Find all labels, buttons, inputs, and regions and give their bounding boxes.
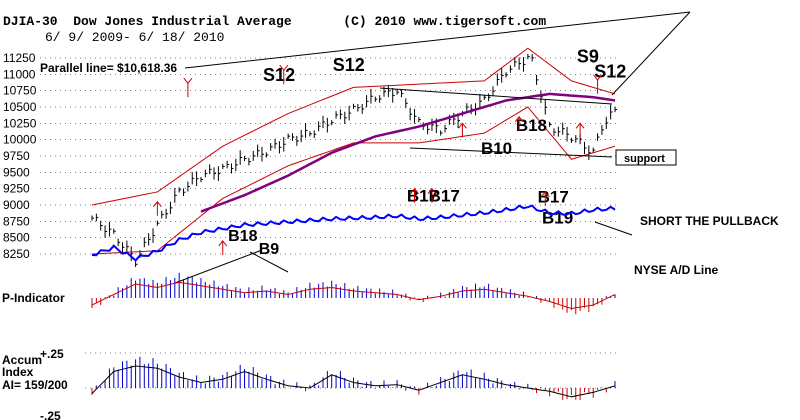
signal-label: S12	[333, 55, 365, 75]
parallel-line-label: Parallel line= $10,618.36	[40, 61, 177, 75]
lower-band-line	[91, 106, 616, 255]
accum-bottom-label: -.25	[40, 409, 61, 420]
ad-line	[91, 204, 616, 262]
signal-label: B17	[429, 187, 460, 206]
accum-top-label: +.25	[40, 347, 64, 361]
buy-arrow-head	[218, 240, 228, 247]
y-tick-label: 9500	[3, 165, 30, 179]
sell-arrow-head	[593, 74, 602, 81]
ticker: DJIA-30	[3, 14, 58, 29]
resistance-line	[379, 87, 613, 105]
upper-band-line	[91, 47, 616, 206]
buy-arrow-head	[514, 115, 524, 123]
accum-ai-label: AI= 159/200	[2, 378, 68, 392]
p-indicator-ma-line	[91, 281, 616, 310]
signal-label: S9	[577, 47, 599, 67]
ad-trend-line	[594, 221, 633, 236]
date-range: 6/ 9/ 2009- 6/ 18/ 2010	[45, 30, 225, 45]
p-indicator-label: P-Indicator	[2, 291, 65, 305]
y-tick-label: 9750	[3, 149, 30, 163]
index-name: Dow Jones Industrial Average	[73, 14, 292, 29]
buy-arrow-head	[410, 187, 419, 194]
sell-arrow-head	[183, 77, 193, 85]
y-tick-label: 10750	[3, 84, 37, 98]
accum-title: Index	[2, 365, 34, 379]
accum-title: Accum	[2, 353, 42, 367]
upper-trend-line	[611, 11, 691, 96]
parallel-trend-line	[184, 11, 691, 69]
y-tick-label: 10500	[3, 100, 37, 114]
short-pullback-label: SHORT THE PULLBACK	[640, 214, 779, 228]
support-line	[409, 147, 613, 158]
y-tick-label: 10250	[3, 116, 37, 130]
signal-label: S12	[594, 62, 626, 82]
ad-trend-line	[249, 251, 289, 273]
support-box	[615, 149, 677, 166]
y-tick-label: 8500	[3, 231, 30, 245]
buy-arrow-head	[575, 122, 585, 129]
support-label: support	[624, 153, 665, 165]
buy-arrow-head	[458, 122, 467, 129]
nyse-ad-label: NYSE A/D Line	[634, 263, 719, 277]
y-tick-label: 9000	[3, 198, 30, 212]
y-tick-label: 11000	[3, 67, 36, 81]
y-tick-label: 11250	[3, 51, 36, 65]
buy-arrow-head	[152, 200, 162, 208]
signal-label: B18	[228, 228, 257, 245]
chart-title: DJIA-30 Dow Jones Industrial Average (C)…	[3, 14, 546, 29]
ad-trend-line	[174, 249, 263, 284]
signal-label: B17	[538, 187, 569, 206]
y-tick-label: 9250	[3, 182, 30, 196]
moving-average-line	[200, 92, 616, 213]
y-tick-label: 8250	[3, 247, 30, 261]
signal-label: B10	[481, 139, 512, 158]
buy-arrow-head	[427, 187, 437, 194]
y-tick-label: 8750	[3, 214, 30, 228]
buy-arrow-head	[540, 191, 550, 198]
sell-arrow-head	[279, 64, 289, 71]
accum-index-ma-line	[91, 365, 616, 398]
signal-label: S12	[263, 65, 295, 85]
signal-label: B18	[516, 116, 547, 135]
y-tick-label: 10000	[3, 133, 37, 147]
copyright: (C) 2010 www.tigersoft.com	[343, 14, 547, 29]
signal-label: B9	[259, 241, 280, 258]
